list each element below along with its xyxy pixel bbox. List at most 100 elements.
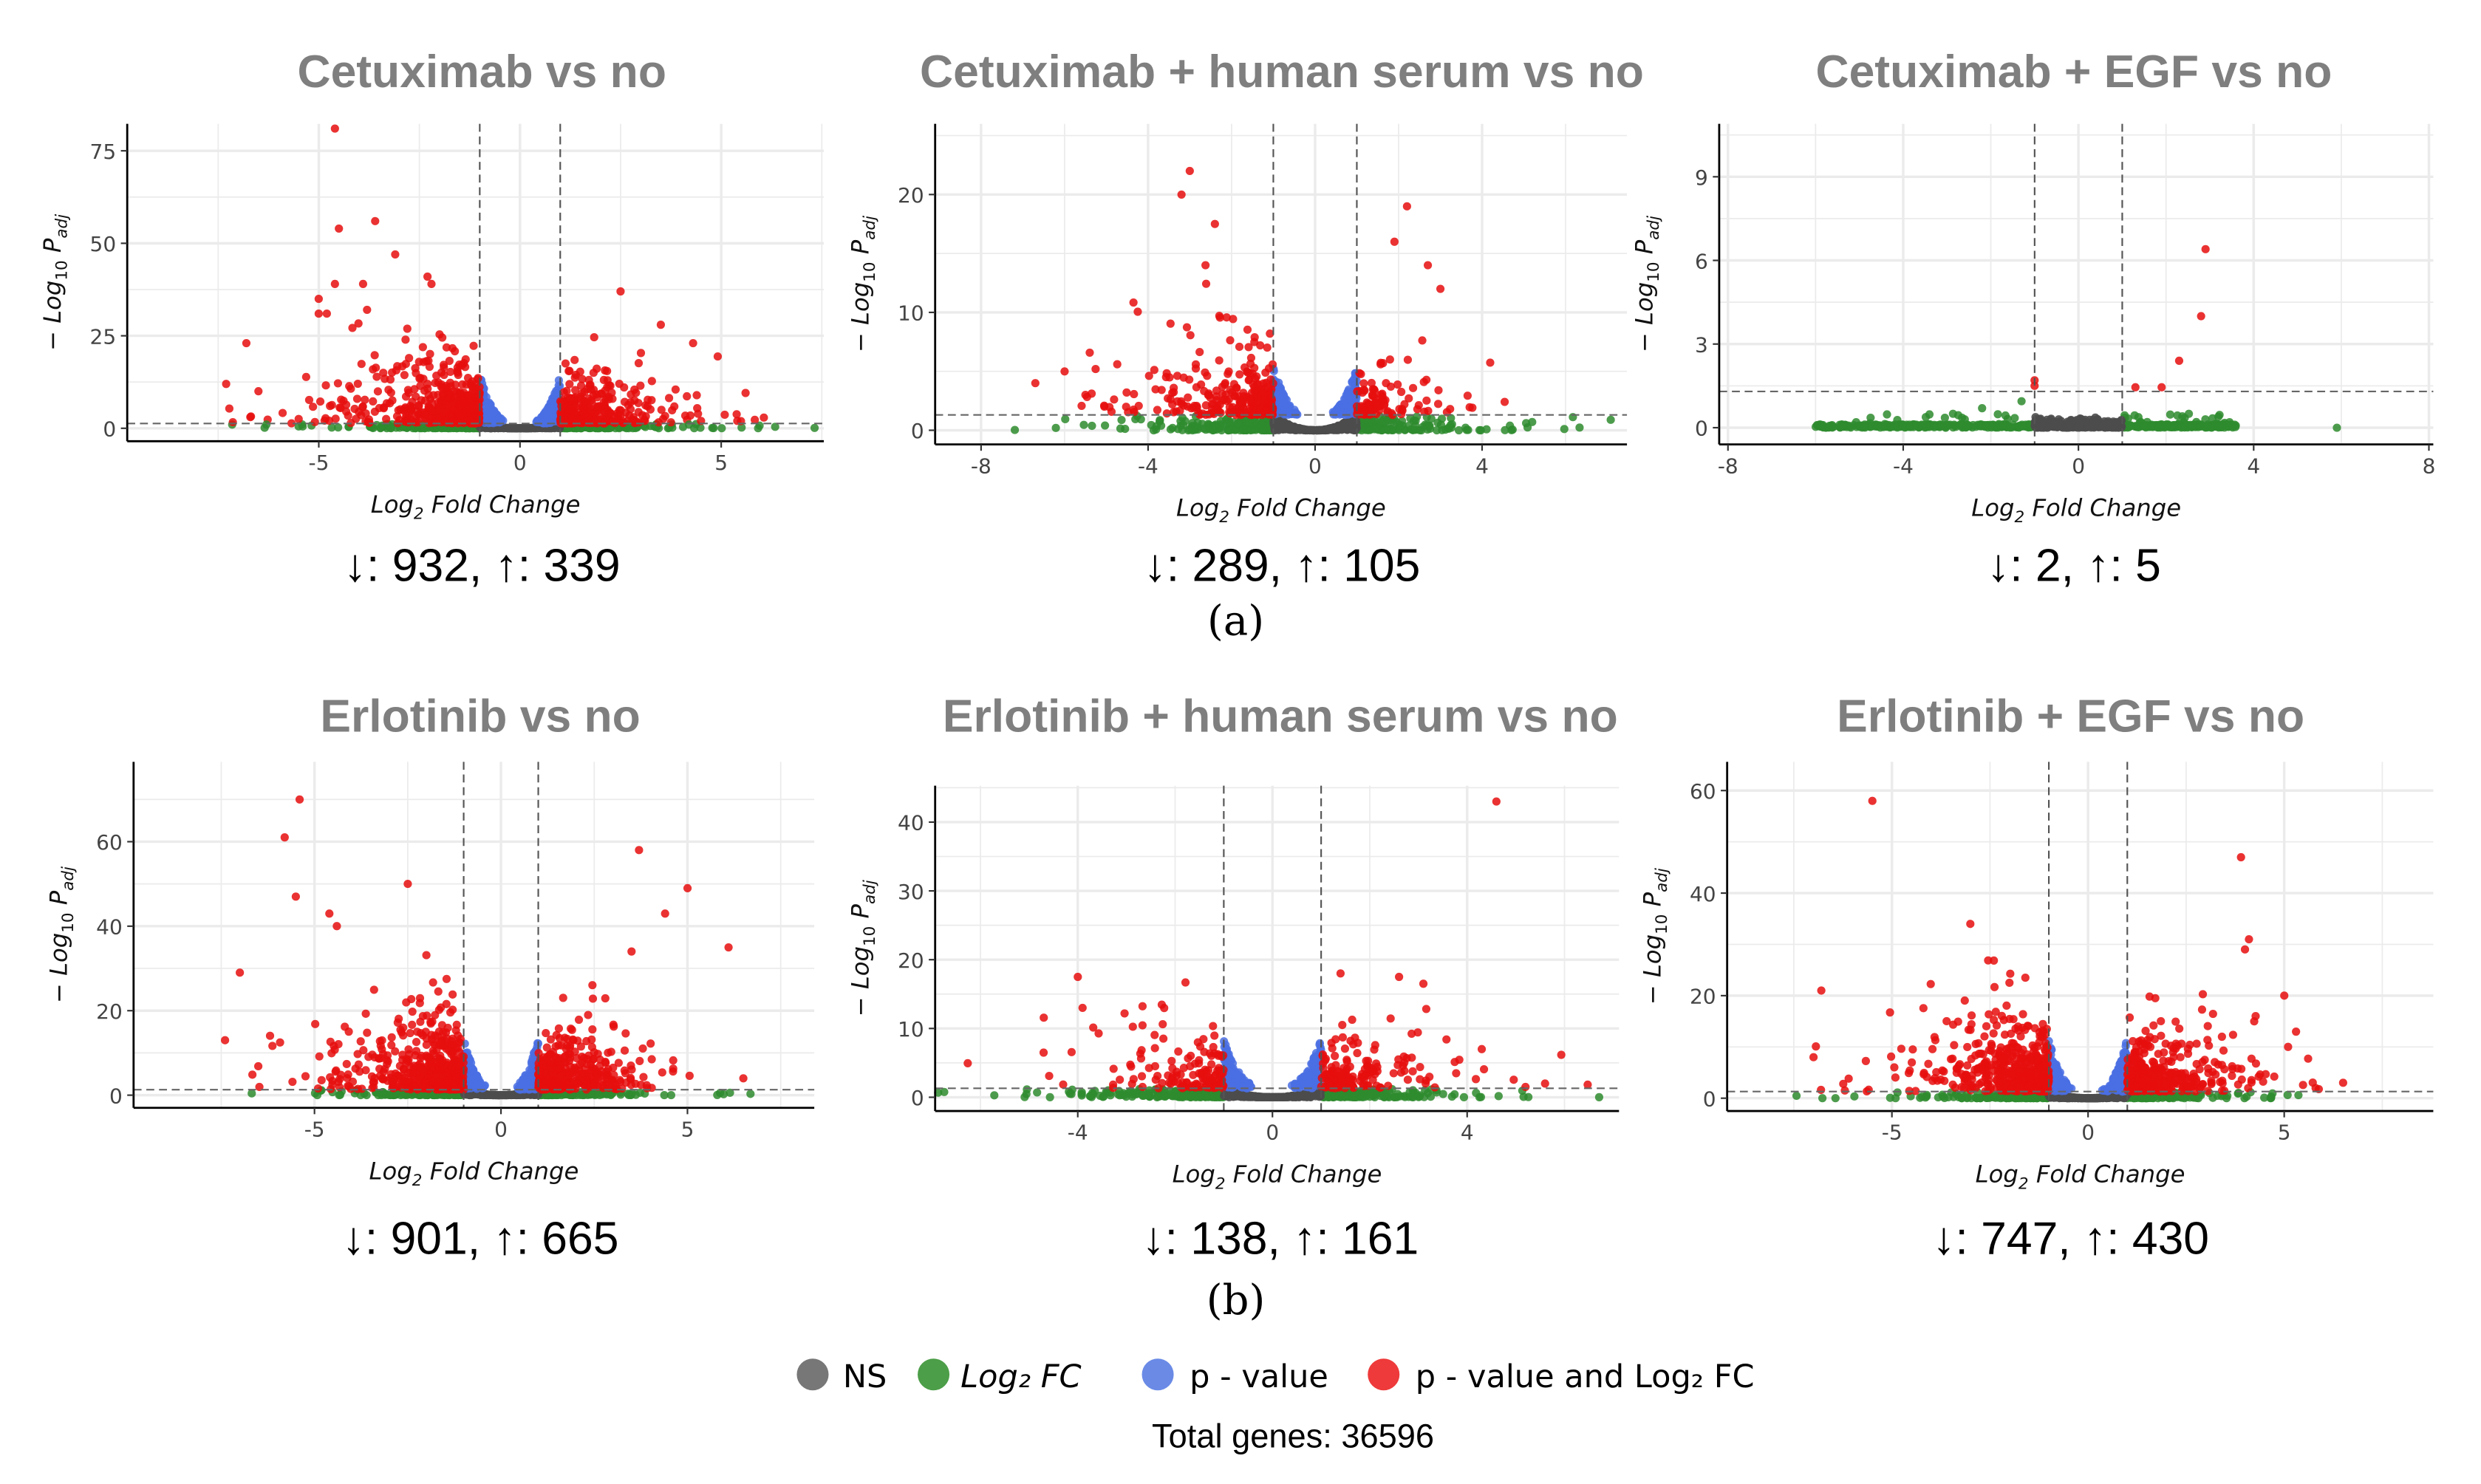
point-log2fc [262,420,271,429]
point-log2fc [2214,412,2223,421]
point-significant-up [1433,400,1443,408]
point-significant-down [1164,394,1173,403]
x-tick-label: -4 [1138,454,1158,478]
points [1811,245,2341,432]
point-significant-up [1422,396,1431,405]
point-significant-up [1414,400,1423,410]
x-axis-title: Log2 Fold Change [1971,493,2181,527]
y-tick-label: 25 [90,324,117,349]
point-pvalue [554,381,563,390]
y-axis-title: − Log10 Padj [846,216,879,352]
point-significant-down [361,409,370,418]
point-significant-up [636,349,646,358]
point-significant-down [1169,388,1178,397]
point-pvalue [487,410,496,419]
point-log2fc [1999,420,2007,429]
point-significant-down [361,417,370,426]
point-significant-down [1191,360,1201,369]
point-pvalue [547,403,556,412]
point-ns [2085,421,2094,430]
point-significant-up [1397,387,1406,397]
point-log2fc [335,1090,344,1100]
point-significant-down [326,402,335,411]
point-log2fc [1953,411,1963,420]
point-pvalue [1343,388,1352,397]
point-significant-down [370,351,379,360]
point-pvalue [481,413,490,423]
point-ns [508,423,517,433]
point-log2fc [1883,410,1891,419]
y-tick-label: 9 [1695,165,1708,190]
point-log2fc [1501,425,1509,434]
point-significant-up [613,411,622,420]
de-gene-count: ↓: 932, ↑: 339 [344,540,621,591]
x-tick-label: 0 [2072,454,2085,478]
point-significant-up [592,390,601,399]
point-significant-down [278,408,287,417]
point-significant-down [407,405,416,414]
point-log2fc [2177,423,2185,432]
point-significant-down [372,372,381,381]
point-ns [2098,422,2107,431]
point-significant-down [401,360,410,369]
point-pvalue [497,416,506,425]
point-significant-outlier [2197,312,2205,321]
point-log2fc [1413,412,1422,421]
point-significant-down [225,404,233,413]
point-significant-down [357,360,366,369]
point-significant-outlier [371,216,380,225]
y-tick-label: 50 [90,232,117,256]
point-ns [2076,418,2085,427]
point-significant-down [380,375,389,383]
x-axis-title: Log2 Fold Change [371,490,581,524]
point-ns [2039,419,2049,428]
point-significant-down [388,396,397,405]
point-significant-up [713,352,723,361]
point-significant-down [347,384,355,393]
point-significant-up [666,418,675,427]
point-significant-outlier [2131,383,2140,391]
point-significant-down [463,391,472,400]
point-significant-down [1153,406,1162,414]
point-pvalue [543,413,552,422]
point-significant-down [1184,393,1192,402]
point-significant-down [1239,389,1248,397]
point-log2fc [1362,424,1371,433]
point-significant-down [1244,343,1253,352]
points [1010,166,1615,435]
point-log2fc [1404,421,1413,431]
point-ns [499,423,508,432]
point-significant-down [416,381,425,390]
point-log2fc [1242,425,1251,435]
point-significant-down [1129,298,1138,307]
point-significant-down [434,398,443,407]
point-significant-down [1243,325,1252,334]
point-log2fc [1051,423,1060,432]
point-log2fc [737,423,746,432]
point-significant-down [1100,402,1109,411]
point-log2fc [1166,425,1175,434]
point-log2fc [660,1090,669,1100]
point-significant-down [1201,401,1210,410]
y-axis-title: − Log10 Padj [38,214,72,351]
point-ns [1278,425,1287,434]
point-log2fc [1010,425,1020,434]
point-significant-outlier [423,272,432,281]
point-ns [494,1090,503,1100]
point-significant-down [440,414,449,423]
point-significant-up [600,408,610,417]
point-significant-outlier [222,380,231,389]
point-significant-down [1162,409,1171,418]
point-significant-down [354,319,363,328]
point-significant-down [469,341,478,350]
point-significant-down [1085,348,1094,358]
point-log2fc [1978,404,1987,413]
point-significant-up [693,404,702,413]
point-log2fc [1101,421,1110,430]
point-log2fc [1446,421,1455,430]
point-log2fc [746,1090,755,1098]
point-significant-down [420,413,429,422]
point-significant-down [438,384,447,393]
point-significant-down [451,380,460,389]
point-pvalue [484,399,493,408]
